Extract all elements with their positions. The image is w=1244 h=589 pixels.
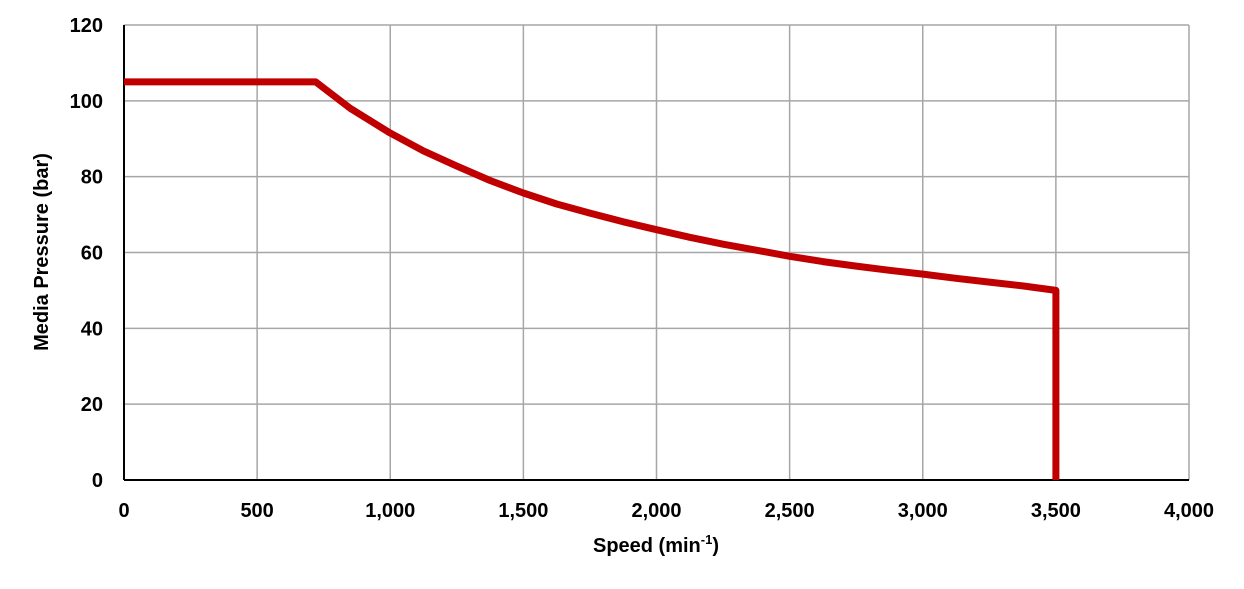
- x-tick-label: 2,500: [765, 500, 815, 522]
- axes: [123, 25, 1189, 481]
- x-tick-label: 3,000: [898, 500, 948, 522]
- x-tick-label: 4,000: [1164, 500, 1214, 522]
- x-tick-label: 3,500: [1031, 500, 1081, 522]
- x-axis-label-main: Speed (min: [593, 535, 701, 557]
- x-tick-label: 0: [118, 500, 129, 522]
- series: [124, 78, 1060, 480]
- x-axis-label-suffix: ): [712, 535, 719, 557]
- grid: [124, 24, 1190, 480]
- x-tick-label: 2,000: [631, 500, 681, 522]
- x-axis-label: Speed (min-1): [593, 532, 719, 557]
- y-tick-label: 60: [81, 243, 103, 265]
- y-tick-label: 0: [92, 470, 103, 492]
- x-tick-label: 1,000: [365, 500, 415, 522]
- y-tick-label: 120: [70, 15, 103, 37]
- y-tick-label: 100: [70, 91, 103, 113]
- x-tick-label: 1,500: [498, 500, 548, 522]
- y-axis-label: Media Pressure (bar): [31, 153, 53, 351]
- pressure-line: [124, 78, 1060, 480]
- x-tick-label: 500: [240, 500, 273, 522]
- tick-labels: 0 500 1,000 1,500 2,000 2,500 3,000 3,500 4,000 0…: [70, 15, 1214, 522]
- y-tick-label: 40: [81, 318, 103, 340]
- x-axis-label-sup: -1: [701, 532, 713, 547]
- y-tick-label: 80: [81, 167, 103, 189]
- y-tick-label: 20: [81, 394, 103, 416]
